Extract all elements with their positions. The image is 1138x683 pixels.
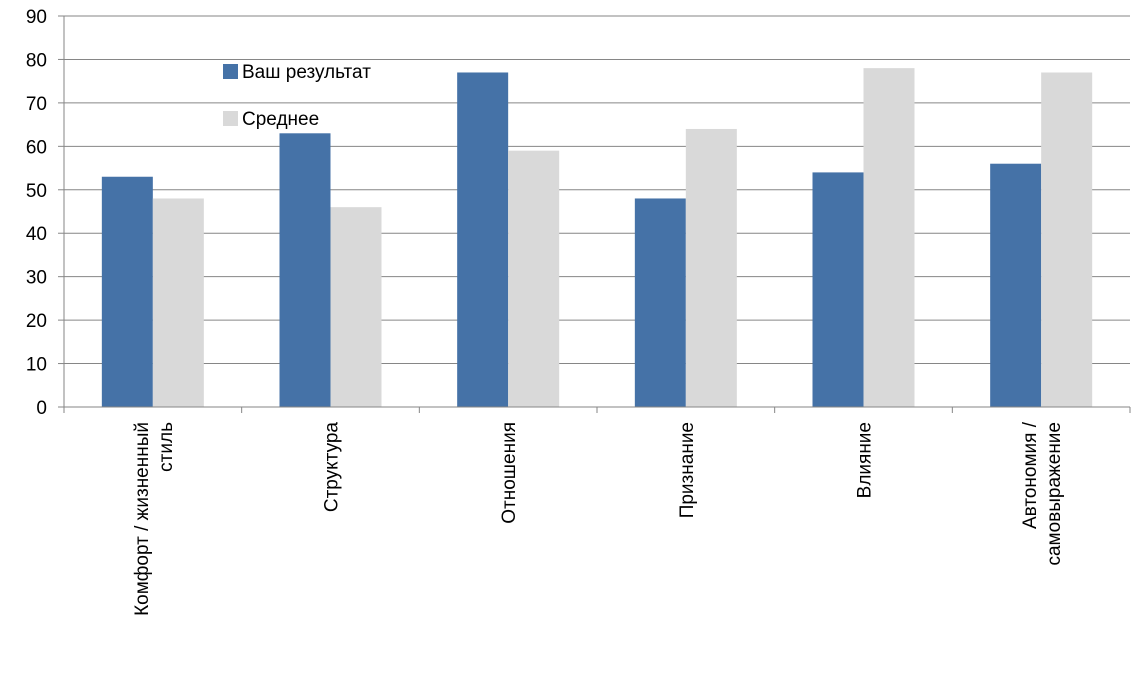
bar-average-0 [152, 198, 204, 407]
bar-result-1 [279, 133, 331, 408]
category-labels: Комфорт / жизненный стиль Структура Отношен… [132, 421, 1065, 616]
category-label-0: Комфорт / жизненный стиль [132, 422, 177, 616]
bar-average-2 [508, 150, 560, 407]
bar-average-4 [863, 68, 915, 407]
category-label-line: Структура [322, 422, 343, 513]
bars [101, 68, 1093, 408]
category-label-2: Отношения [499, 422, 520, 524]
category-label-1: Структура [322, 422, 343, 513]
axes [58, 15, 1131, 413]
bar-result-5 [990, 163, 1042, 407]
y-tick-label: 60 [26, 137, 47, 158]
category-label-line: Автономия / [1020, 421, 1041, 529]
category-label-line: Влияние [855, 422, 876, 498]
y-tick-label: 0 [36, 398, 47, 419]
category-label-5: Автономия / самовыражение [1020, 421, 1065, 565]
category-label-3: Признание [677, 422, 698, 518]
legend-label-0: Ваш результат [242, 62, 371, 83]
y-tick-label: 50 [26, 181, 47, 202]
y-tick-label: 80 [26, 50, 47, 71]
gridlines [64, 15, 1130, 365]
bar-result-4 [812, 172, 864, 407]
category-label-line: Признание [677, 422, 698, 518]
legend-label-1: Среднее [242, 109, 319, 130]
category-label-line: самовыражение [1044, 422, 1065, 566]
category-label-line: Отношения [499, 422, 520, 524]
y-tick-label: 30 [26, 268, 47, 289]
category-label-4: Влияние [855, 422, 876, 498]
bar-average-1 [330, 207, 382, 407]
bar-average-5 [1041, 72, 1093, 407]
legend-swatch-0 [223, 64, 238, 79]
category-label-line: Комфорт / жизненный [132, 422, 153, 616]
y-tick-label: 70 [26, 94, 47, 115]
bar-average-3 [685, 128, 737, 407]
bar-result-3 [634, 198, 686, 407]
y-tick-label: 10 [26, 355, 47, 376]
bar-result-0 [101, 176, 153, 407]
category-label-line: стиль [156, 422, 177, 472]
legend: Ваш результат Среднее [223, 62, 371, 130]
bar-result-2 [457, 72, 509, 407]
y-tick-label: 40 [26, 224, 47, 245]
y-tick-label: 20 [26, 311, 47, 332]
y-tick-labels: 0 10 20 30 40 50 60 70 80 90 [26, 7, 47, 419]
legend-swatch-1 [223, 111, 238, 126]
y-tick-label: 90 [26, 7, 47, 28]
